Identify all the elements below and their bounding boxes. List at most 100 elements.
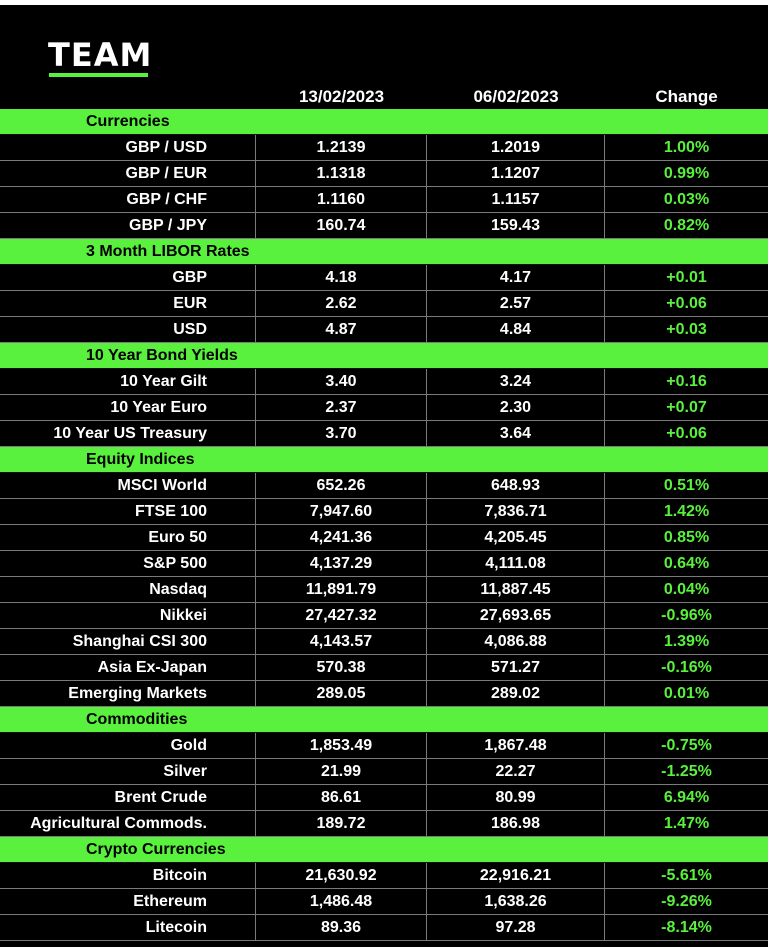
- row-value-previous: 4,086.88: [427, 629, 605, 654]
- row-value-previous: 1,638.26: [427, 889, 605, 914]
- logo-underline: [49, 73, 148, 77]
- row-change: -0.96%: [661, 607, 712, 624]
- row-change: -8.14%: [661, 919, 712, 936]
- row-change: -0.16%: [661, 659, 712, 676]
- row-change: 0.85%: [663, 529, 710, 546]
- row-change: 0.04%: [663, 581, 710, 598]
- table-row: Euro 50 4,241.36 4,205.45 0.85%: [0, 525, 768, 551]
- section-header: Equity Indices: [0, 447, 768, 473]
- row-value-previous: 571.27: [427, 655, 605, 680]
- row-change: +0.06: [666, 425, 707, 442]
- header-date-current: 13/02/2023: [298, 86, 385, 106]
- row-name: 10 Year US Treasury: [0, 421, 256, 446]
- section-header: Commodities: [0, 707, 768, 733]
- section-title: Crypto Currencies: [86, 840, 226, 858]
- row-value-previous: 4.17: [427, 265, 605, 290]
- row-name: GBP / JPY: [0, 213, 256, 238]
- row-value-previous: 2.57: [427, 291, 605, 316]
- row-name: FTSE 100: [0, 499, 256, 524]
- row-value-current: 1.2139: [256, 135, 427, 160]
- table-row: Silver 21.99 22.27 -1.25%: [0, 759, 768, 785]
- row-value-current: 289.05: [256, 681, 427, 706]
- row-change: +0.01: [666, 269, 707, 286]
- row-name: Bitcoin: [0, 863, 256, 888]
- table-row: Ethereum 1,486.48 1,638.26 -9.26%: [0, 889, 768, 915]
- row-change: 1.00%: [663, 139, 710, 156]
- market-table: Currencies GBP / USD 1.2139 1.2019 1.00% GBP …: [0, 109, 768, 941]
- table-row: Emerging Markets 289.05 289.02 0.01%: [0, 681, 768, 707]
- row-value-current: 89.36: [256, 915, 427, 940]
- row-value-current: 4,241.36: [256, 525, 427, 550]
- top-border: [0, 0, 768, 5]
- row-name: Euro 50: [0, 525, 256, 550]
- row-name: Agricultural Commods.: [0, 811, 256, 836]
- section-header: Currencies: [0, 109, 768, 135]
- section-title: 10 Year Bond Yields: [86, 346, 238, 364]
- table-row: 10 Year US Treasury 3.70 3.64 +0.06: [0, 421, 768, 447]
- table-row: GBP / EUR 1.1318 1.1207 0.99%: [0, 161, 768, 187]
- row-name: 10 Year Euro: [0, 395, 256, 420]
- row-value-current: 160.74: [256, 213, 427, 238]
- row-name: GBP / EUR: [0, 161, 256, 186]
- row-name: S&P 500: [0, 551, 256, 576]
- row-name: Silver: [0, 759, 256, 784]
- row-value-previous: 289.02: [427, 681, 605, 706]
- row-change: 0.01%: [663, 685, 710, 702]
- row-value-current: 4.18: [256, 265, 427, 290]
- section-header: 10 Year Bond Yields: [0, 343, 768, 369]
- column-header-row: 13/02/2023 06/02/2023 Change: [0, 84, 768, 109]
- row-value-previous: 22,916.21: [427, 863, 605, 888]
- row-value-current: 21.99: [256, 759, 427, 784]
- table-row: GBP / CHF 1.1160 1.1157 0.03%: [0, 187, 768, 213]
- row-value-current: 21,630.92: [256, 863, 427, 888]
- table-row: EUR 2.62 2.57 +0.06: [0, 291, 768, 317]
- row-value-previous: 3.24: [427, 369, 605, 394]
- row-change: 6.94%: [663, 789, 710, 806]
- header-change: Change: [655, 86, 718, 106]
- row-change: 1.42%: [663, 503, 710, 520]
- row-value-current: 1.1318: [256, 161, 427, 186]
- row-name: Shanghai CSI 300: [0, 629, 256, 654]
- row-name: Gold: [0, 733, 256, 758]
- row-value-previous: 27,693.65: [427, 603, 605, 628]
- row-value-current: 27,427.32: [256, 603, 427, 628]
- row-value-previous: 1.2019: [427, 135, 605, 160]
- row-value-previous: 97.28: [427, 915, 605, 940]
- row-value-current: 1,853.49: [256, 733, 427, 758]
- table-row: S&P 500 4,137.29 4,111.08 0.64%: [0, 551, 768, 577]
- row-value-previous: 186.98: [427, 811, 605, 836]
- table-row: Nasdaq 11,891.79 11,887.45 0.04%: [0, 577, 768, 603]
- row-value-current: 570.38: [256, 655, 427, 680]
- row-change: +0.07: [666, 399, 707, 416]
- row-change: +0.03: [666, 321, 707, 338]
- table-row: Nikkei 27,427.32 27,693.65 -0.96%: [0, 603, 768, 629]
- row-value-current: 2.62: [256, 291, 427, 316]
- row-value-previous: 1.1157: [427, 187, 605, 212]
- row-name: 10 Year Gilt: [0, 369, 256, 394]
- row-value-current: 1,486.48: [256, 889, 427, 914]
- table-row: GBP / JPY 160.74 159.43 0.82%: [0, 213, 768, 239]
- row-value-previous: 22.27: [427, 759, 605, 784]
- row-value-previous: 4,111.08: [427, 551, 605, 576]
- row-change: 1.47%: [663, 815, 710, 832]
- row-change: 0.99%: [663, 165, 710, 182]
- section-title: 3 Month LIBOR Rates: [86, 242, 250, 260]
- table-row: FTSE 100 7,947.60 7,836.71 1.42%: [0, 499, 768, 525]
- section-title: Currencies: [86, 112, 170, 130]
- team-logo: TEAM: [48, 36, 153, 74]
- row-name: Litecoin: [0, 915, 256, 940]
- row-value-previous: 4.84: [427, 317, 605, 342]
- row-change: 1.39%: [663, 633, 710, 650]
- row-value-current: 86.61: [256, 785, 427, 810]
- row-value-previous: 3.64: [427, 421, 605, 446]
- row-value-current: 4.87: [256, 317, 427, 342]
- row-name: GBP / CHF: [0, 187, 256, 212]
- row-value-previous: 1,867.48: [427, 733, 605, 758]
- row-value-previous: 1.1207: [427, 161, 605, 186]
- row-value-current: 2.37: [256, 395, 427, 420]
- row-value-previous: 11,887.45: [427, 577, 605, 602]
- row-value-previous: 648.93: [427, 473, 605, 498]
- row-value-previous: 4,205.45: [427, 525, 605, 550]
- row-name: Nasdaq: [0, 577, 256, 602]
